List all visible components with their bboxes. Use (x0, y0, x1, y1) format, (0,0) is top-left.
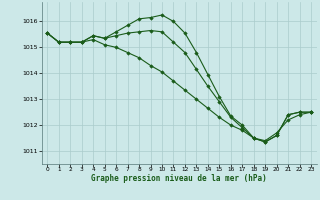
X-axis label: Graphe pression niveau de la mer (hPa): Graphe pression niveau de la mer (hPa) (91, 174, 267, 183)
